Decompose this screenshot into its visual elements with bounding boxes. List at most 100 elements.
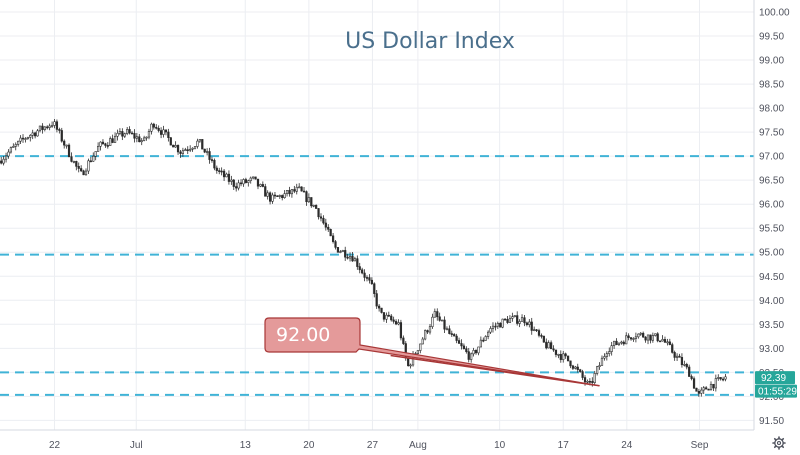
candle-body <box>654 333 657 336</box>
candle-body <box>649 334 652 341</box>
candle-body <box>242 179 245 185</box>
candle-body <box>218 170 221 172</box>
candle-body <box>109 138 112 146</box>
candle-body <box>356 258 359 267</box>
candle-body <box>508 318 512 323</box>
candle-body <box>666 341 669 344</box>
candle-body <box>92 155 95 162</box>
candle-body <box>106 145 109 147</box>
candle-body <box>256 178 260 187</box>
countdown-tag: 01:55:29 <box>758 387 797 398</box>
x-tick-label: 22 <box>49 440 61 451</box>
time-axis[interactable]: 22 Jul 13 20 27 Aug 10 17 24 Sep <box>49 440 709 451</box>
candle-body <box>717 377 720 379</box>
candle-body <box>46 126 49 129</box>
candle-body <box>155 126 158 129</box>
candle-body <box>244 179 247 183</box>
candle-body <box>184 149 187 152</box>
candle-body <box>433 311 436 318</box>
candle-body <box>617 342 621 346</box>
candle-body <box>445 328 449 331</box>
candle-body <box>361 269 364 274</box>
candle-body <box>598 365 601 367</box>
candle-body <box>225 173 228 178</box>
candle-body <box>121 131 124 137</box>
candle-body <box>375 293 378 307</box>
candle-body <box>319 216 323 219</box>
candle-body <box>135 136 138 139</box>
candle-body <box>41 125 44 130</box>
candle-body <box>254 176 257 180</box>
candle-body <box>285 190 289 194</box>
candle-body <box>581 371 584 378</box>
candle-body <box>416 350 419 354</box>
candle-body <box>688 366 691 377</box>
candle-body <box>152 123 155 128</box>
candle-body <box>637 333 640 338</box>
candle-body <box>620 341 623 344</box>
candle-body <box>424 330 427 340</box>
candle-body <box>87 160 90 172</box>
candle-body <box>322 217 325 224</box>
candle-body <box>186 149 189 151</box>
candle-body <box>559 354 562 360</box>
y-tick-label: 94.00 <box>759 296 784 307</box>
candle-body <box>545 341 548 349</box>
candle-body <box>467 351 470 360</box>
candle-body <box>380 307 383 313</box>
candle-body <box>700 389 703 394</box>
candle-body <box>462 345 466 349</box>
candle-body <box>487 331 490 337</box>
candle-body <box>118 131 122 134</box>
candle-body <box>215 167 218 171</box>
candle-body <box>21 137 25 140</box>
candle-body <box>533 329 536 331</box>
candle-body <box>50 125 54 127</box>
candle-body <box>176 145 180 153</box>
candle-body <box>227 173 231 182</box>
candle-body <box>530 321 533 331</box>
candle-body <box>474 349 478 354</box>
candle-body <box>123 133 126 137</box>
candle-body <box>99 141 102 147</box>
candle-body <box>29 135 32 138</box>
x-tick-label: 13 <box>240 440 252 451</box>
candle-body <box>491 325 495 329</box>
candle-body <box>443 319 446 330</box>
candle-body <box>305 191 308 203</box>
candle-body <box>159 130 163 135</box>
candle-body <box>157 127 160 131</box>
candle-body <box>438 316 441 321</box>
candle-body <box>150 123 153 132</box>
candle-body <box>622 341 625 345</box>
gear-icon[interactable] <box>772 436 786 450</box>
candle-body <box>300 186 303 192</box>
candle-body <box>503 318 507 321</box>
candle-body <box>196 140 199 147</box>
candle-body <box>610 345 613 352</box>
candle-body <box>315 204 318 209</box>
candle-body <box>562 353 565 360</box>
candle-body <box>673 352 676 358</box>
candle-body <box>128 129 131 134</box>
candle-body <box>680 357 684 366</box>
candle-body <box>48 125 51 128</box>
candle-body <box>36 130 39 137</box>
candle-body <box>518 321 521 324</box>
candle-body <box>705 387 708 390</box>
candle-body <box>9 147 13 153</box>
candle-body <box>348 255 352 259</box>
y-tick-label: 97.00 <box>759 152 784 163</box>
y-tick-label: 93.00 <box>759 344 784 355</box>
y-tick-label: 99.00 <box>759 56 784 67</box>
candle-body <box>181 150 185 154</box>
candle-body <box>470 353 473 360</box>
candle-body <box>409 364 412 367</box>
candle-body <box>43 126 46 130</box>
candle-body <box>96 146 100 152</box>
candle-body <box>191 147 194 150</box>
candle-body <box>719 377 722 380</box>
callout-box[interactable] <box>264 317 600 387</box>
candle-body <box>370 279 373 285</box>
